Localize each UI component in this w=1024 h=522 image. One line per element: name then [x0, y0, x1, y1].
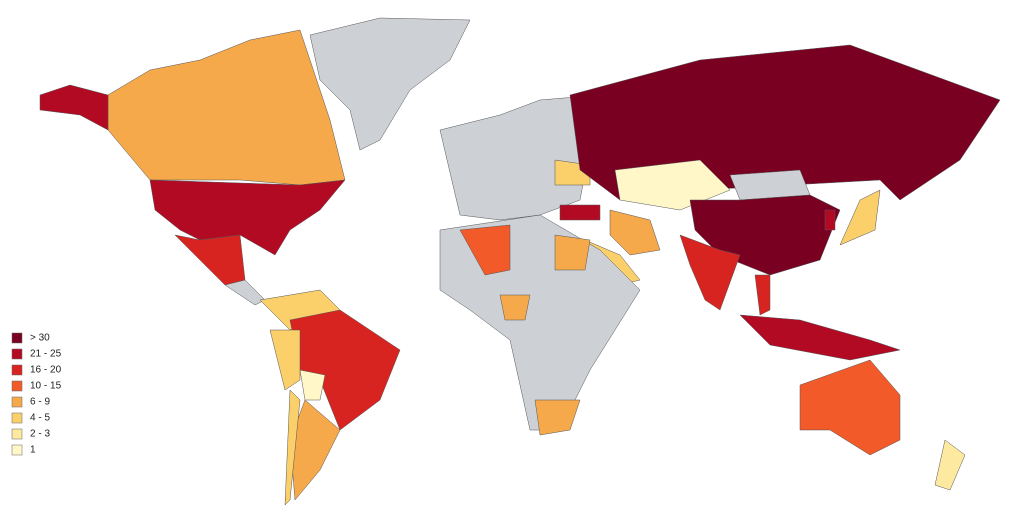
country [554, 234, 591, 271]
legend-swatch [11, 380, 23, 392]
country [739, 314, 901, 361]
legend-label: 16 - 20 [30, 365, 62, 376]
country [559, 204, 601, 221]
country [459, 224, 511, 276]
country [269, 329, 301, 391]
legend-label: > 30 [30, 333, 50, 344]
country [224, 279, 266, 306]
country [729, 169, 811, 201]
legend-swatch [11, 428, 23, 440]
country [754, 274, 771, 316]
country [839, 189, 881, 246]
country [609, 209, 661, 256]
legend-label: 1 [30, 445, 36, 456]
country [934, 439, 966, 491]
legend-swatch [11, 348, 23, 360]
country [534, 399, 581, 436]
country [284, 389, 301, 506]
country [439, 94, 601, 221]
country [824, 209, 836, 231]
legend: > 30 21 - 25 16 - 20 10 - 15 6 - 9 4 - 5 2 - 3… [11, 332, 62, 456]
countries [39, 17, 1001, 506]
country [299, 369, 326, 401]
country [569, 44, 1001, 201]
legend-label: 4 - 5 [30, 413, 50, 424]
legend-swatch [11, 396, 23, 408]
country [39, 84, 109, 131]
legend-label: 6 - 9 [30, 397, 50, 408]
country [149, 179, 346, 256]
legend-label: 2 - 3 [30, 429, 50, 440]
country [799, 359, 901, 456]
country [174, 234, 246, 286]
country [309, 17, 471, 151]
country [679, 234, 741, 311]
legend-swatch [11, 412, 23, 424]
legend-swatch [11, 444, 23, 456]
country [107, 29, 346, 186]
legend-label: 10 - 15 [30, 381, 62, 392]
country [499, 294, 531, 321]
legend-label: 21 - 25 [30, 349, 62, 360]
legend-swatch [11, 364, 23, 376]
legend-swatch [11, 332, 23, 344]
